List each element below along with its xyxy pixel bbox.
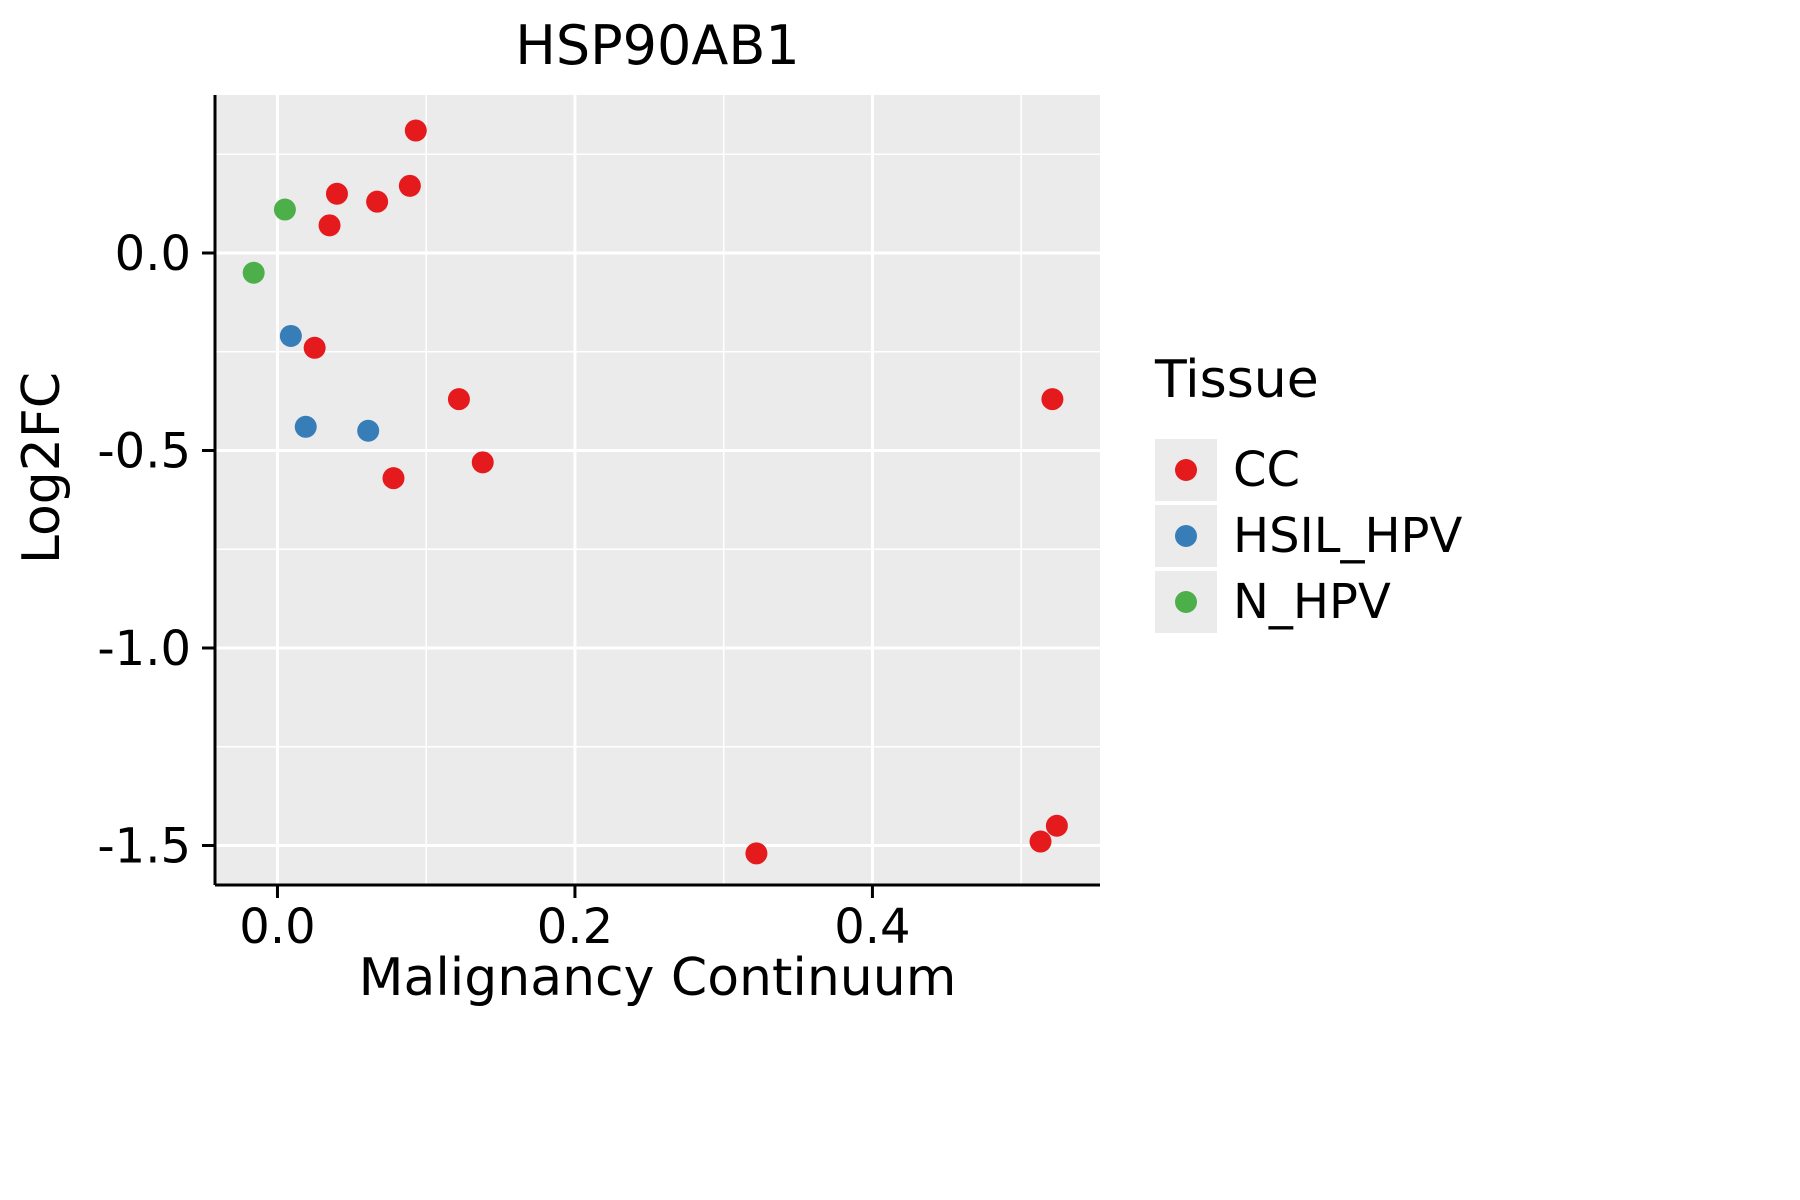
data-point-CC: [447, 388, 470, 411]
data-point-CC: [366, 190, 389, 213]
data-point-CC: [382, 467, 405, 490]
y-tick-label: -1.5: [97, 819, 191, 875]
plot-panel: [215, 95, 1100, 885]
legend-key: [1155, 571, 1217, 633]
data-point-CC: [318, 214, 341, 237]
y-tick-label: -1.0: [97, 621, 191, 677]
x-tick-label: 0.2: [537, 899, 613, 955]
chart-title: HSP90AB1: [515, 14, 800, 77]
x-tick-label: 0.0: [239, 899, 315, 955]
x-axis-title: Malignancy Continuum: [358, 948, 957, 1008]
data-point-CC: [471, 451, 494, 474]
legend-entry-N_HPV: N_HPV: [1155, 570, 1462, 634]
legend-key: [1155, 505, 1217, 567]
legend-entries: CC HSIL_HPV N_HPV: [1155, 438, 1462, 634]
data-point-CC: [1045, 814, 1068, 837]
data-point-CC: [1029, 830, 1052, 853]
data-point-HSIL_HPV: [279, 324, 302, 347]
data-point-CC: [745, 842, 768, 865]
legend-dot-icon: [1175, 525, 1197, 547]
data-point-HSIL_HPV: [294, 415, 317, 438]
legend-dot-icon: [1175, 591, 1197, 613]
data-point-CC: [325, 182, 348, 205]
data-point-CC: [1041, 388, 1064, 411]
legend-label: HSIL_HPV: [1233, 508, 1463, 564]
data-point-CC: [398, 174, 421, 197]
data-point-CC: [404, 119, 427, 142]
legend-key: [1155, 439, 1217, 501]
legend-label: N_HPV: [1233, 574, 1391, 630]
y-tick-label: 0.0: [115, 226, 191, 282]
y-tick-label: -0.5: [97, 424, 191, 480]
data-point-N_HPV: [273, 198, 296, 221]
legend-label: CC: [1233, 442, 1301, 498]
data-point-N_HPV: [242, 261, 265, 284]
legend-entry-HSIL_HPV: HSIL_HPV: [1155, 504, 1462, 568]
legend-entry-CC: CC: [1155, 438, 1462, 502]
data-point-CC: [303, 336, 326, 359]
x-tick-label: 0.4: [834, 899, 910, 955]
legend: Tissue CC HSIL_HPV N_HPV: [1155, 350, 1462, 636]
legend-dot-icon: [1175, 459, 1197, 481]
data-point-HSIL_HPV: [357, 419, 380, 442]
legend-title: Tissue: [1155, 350, 1319, 410]
y-axis-title: Log2FC: [12, 371, 72, 565]
